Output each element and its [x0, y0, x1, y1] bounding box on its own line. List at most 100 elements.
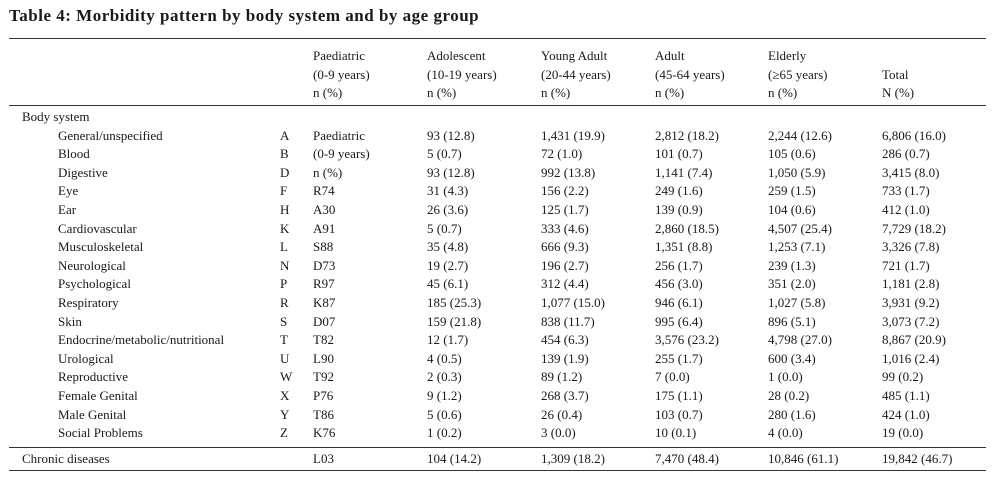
row-elderly: 351 (2.0) — [768, 276, 816, 292]
chronic-c1: 104 (14.2) — [427, 451, 482, 466]
row-young-adult: 454 (6.3) — [541, 332, 589, 348]
row-system: Ear — [58, 201, 77, 217]
row-letter: F — [280, 183, 288, 199]
col-name: Paediatric — [313, 48, 365, 63]
row-system: General/unspecified — [58, 127, 163, 143]
row-adolescent: 2 (0.3) — [427, 369, 462, 385]
row-total: 3,415 (8.0) — [882, 164, 940, 180]
row-young-adult: 333 (4.6) — [541, 220, 589, 236]
table-row: Female Genital X P76 9 (1.2) 268 (3.7) 175 (1… — [0, 387, 998, 406]
table-row: Endocrine/metabolic/nutritional T T82 12 (1… — [0, 331, 998, 350]
table-row: Cardiovascular K A91 5 (0.7) 333 (4.6) 2,860 … — [0, 220, 998, 239]
header-rule — [9, 105, 986, 106]
row-adolescent: 159 (21.8) — [427, 313, 482, 329]
col-name: Young Adult — [541, 48, 608, 63]
row-total: 3,931 (9.2) — [882, 294, 940, 310]
col-name: Elderly — [768, 48, 807, 63]
chronic-c2: 1,309 (18.2) — [541, 451, 605, 466]
row-adult: 1,351 (8.8) — [655, 239, 713, 255]
row-adolescent: 1 (0.2) — [427, 425, 462, 441]
col-range: (45-64 years) — [655, 66, 725, 82]
row-adult: 103 (0.7) — [655, 406, 703, 422]
row-young-adult: 312 (4.4) — [541, 276, 589, 292]
row-code: A30 — [313, 201, 336, 217]
row-code: T92 — [313, 369, 334, 385]
row-code: D73 — [313, 257, 336, 273]
row-letter: W — [280, 369, 293, 385]
row-adult: 3,576 (23.2) — [655, 332, 719, 348]
row-adult: 995 (6.4) — [655, 313, 703, 329]
row-adolescent: 26 (3.6) — [427, 201, 469, 217]
row-adolescent: 5 (0.7) — [427, 220, 462, 236]
col-range: (0-9 years) — [313, 66, 370, 82]
col-unit: N (%) — [882, 85, 915, 100]
table-row: Social Problems Z K76 1 (0.2) 3 (0.0) 10 (0.1… — [0, 424, 998, 443]
col-range: (10-19 years) — [427, 66, 497, 82]
chronic-c3: 7,470 (48.4) — [655, 451, 719, 466]
row-total: 3,073 (7.2) — [882, 313, 940, 329]
row-adolescent: 19 (2.7) — [427, 257, 469, 273]
row-adolescent: 93 (12.8) — [427, 164, 475, 180]
row-total: 721 (1.7) — [882, 257, 930, 273]
row-young-adult: 196 (2.7) — [541, 257, 589, 273]
row-adolescent: 35 (4.8) — [427, 239, 469, 255]
row-young-adult: 1,431 (19.9) — [541, 127, 605, 143]
row-total: 1,181 (2.8) — [882, 276, 940, 292]
row-system: Cardiovascular — [58, 220, 137, 236]
row-young-adult: 156 (2.2) — [541, 183, 589, 199]
row-elderly: 1,253 (7.1) — [768, 239, 826, 255]
row-young-adult: 72 (1.0) — [541, 146, 583, 162]
row-code: K87 — [313, 294, 336, 310]
row-letter: S — [280, 313, 288, 329]
row-code: R97 — [313, 276, 335, 292]
table-row: Neurological N D73 19 (2.7) 196 (2.7) 256 (1.… — [0, 257, 998, 276]
row-total: 412 (1.0) — [882, 201, 930, 217]
col-name: Adolescent — [427, 48, 486, 63]
row-system: Digestive — [58, 164, 108, 180]
col-range: Total — [882, 66, 909, 82]
row-adolescent: 31 (4.3) — [427, 183, 469, 199]
chronic-c4: 10,846 (61.1) — [768, 451, 839, 466]
row-total: 1,016 (2.4) — [882, 350, 940, 366]
row-total: 19 (0.0) — [882, 425, 924, 441]
row-code: S88 — [313, 239, 334, 255]
table-row: Male Genital Y T86 5 (0.6) 26 (0.4) 103 (0.7)… — [0, 406, 998, 425]
row-adolescent: 9 (1.2) — [427, 387, 462, 403]
row-letter: B — [280, 146, 289, 162]
table-row: Psychological P R97 45 (6.1) 312 (4.4) 456 (3… — [0, 275, 998, 294]
row-code: P76 — [313, 387, 334, 403]
row-total: 99 (0.2) — [882, 369, 924, 385]
row-system: Male Genital — [58, 406, 127, 422]
row-adult: 946 (6.1) — [655, 294, 703, 310]
col-unit: n (%) — [427, 85, 457, 100]
col-name — [882, 47, 914, 66]
row-young-adult: 26 (0.4) — [541, 406, 583, 422]
row-system: Eye — [58, 183, 79, 199]
row-letter: T — [280, 332, 288, 348]
header-col-total: Total N (%) — [882, 47, 914, 103]
row-adult: 456 (3.0) — [655, 276, 703, 292]
row-elderly: 600 (3.4) — [768, 350, 816, 366]
row-system: Skin — [58, 313, 82, 329]
row-letter: N — [280, 257, 290, 273]
row-code: D07 — [313, 313, 336, 329]
table-row: Respiratory R K87 185 (25.3) 1,077 (15.0) 946… — [0, 294, 998, 313]
row-system: Blood — [58, 146, 90, 162]
row-system: Musculoskeletal — [58, 239, 144, 255]
row-elderly: 105 (0.6) — [768, 146, 816, 162]
row-system: Female Genital — [58, 387, 138, 403]
table-row: General/unspecified A Paediatric 93 (12.8) 1… — [0, 127, 998, 146]
row-adult: 1,141 (7.4) — [655, 164, 713, 180]
bottom-rule — [9, 470, 986, 471]
col-unit: n (%) — [768, 85, 798, 100]
row-elderly: 896 (5.1) — [768, 313, 816, 329]
row-young-adult: 139 (1.9) — [541, 350, 589, 366]
row-total: 424 (1.0) — [882, 406, 930, 422]
row-system: Psychological — [58, 276, 131, 292]
table-row: Musculoskeletal L S88 35 (4.8) 666 (9.3) 1,35… — [0, 238, 998, 257]
col-unit: n (%) — [313, 85, 343, 100]
row-system: Urological — [58, 350, 114, 366]
row-total: 733 (1.7) — [882, 183, 930, 199]
row-adolescent: 5 (0.7) — [427, 146, 462, 162]
